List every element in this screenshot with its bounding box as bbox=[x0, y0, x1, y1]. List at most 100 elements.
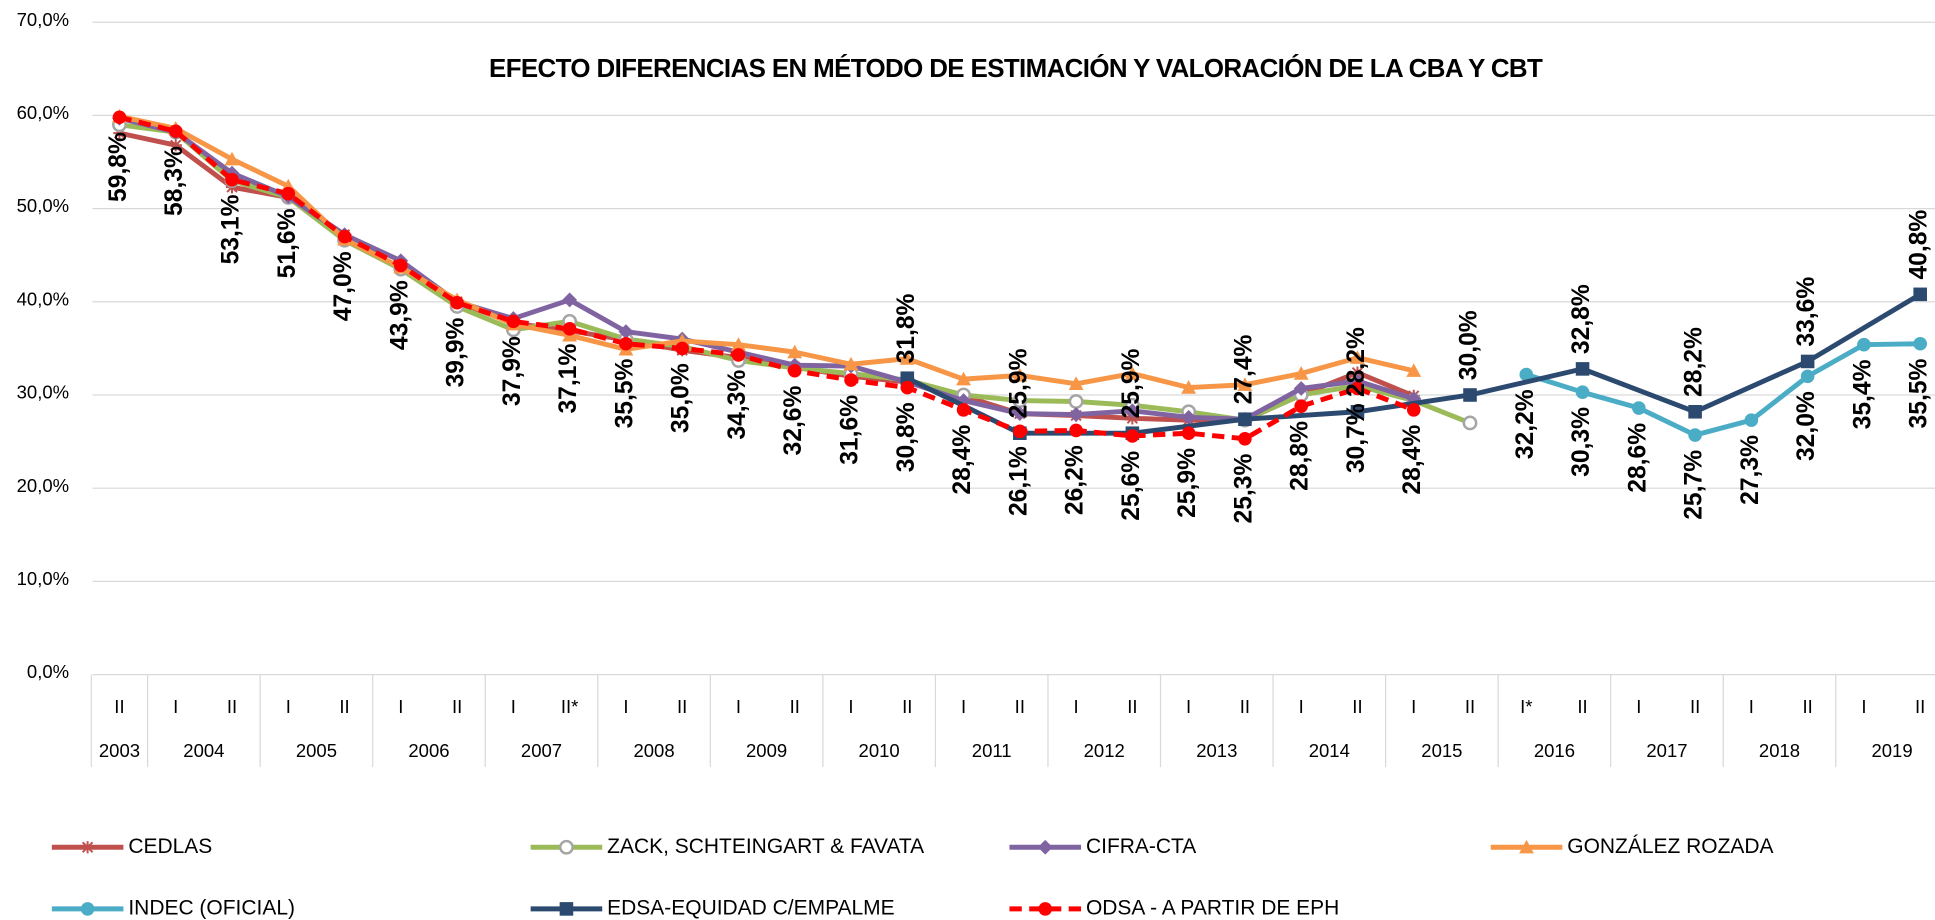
marker bbox=[169, 139, 182, 152]
data-label: 35,4% bbox=[1849, 359, 1876, 429]
marker bbox=[956, 371, 971, 386]
data-label: 27,3% bbox=[1737, 435, 1764, 505]
series-line bbox=[118, 130, 1415, 423]
legend-label: ZACK, SCHTEINGART & FAVATA bbox=[607, 835, 924, 858]
marker bbox=[394, 258, 408, 273]
data-label: 25,9% bbox=[1174, 448, 1201, 518]
x-tick-label: I* bbox=[1520, 696, 1532, 717]
data-label: 25,9% bbox=[1005, 348, 1032, 418]
marker bbox=[562, 322, 577, 336]
marker bbox=[843, 356, 859, 371]
data-label: 28,8% bbox=[1287, 421, 1314, 491]
marker bbox=[1350, 381, 1365, 396]
marker bbox=[1237, 377, 1253, 391]
x-tick-label: II bbox=[1690, 696, 1700, 717]
data-label: 28,2% bbox=[1343, 327, 1370, 397]
y-tick-label: 40,0% bbox=[17, 288, 69, 309]
marker bbox=[1124, 403, 1140, 419]
legend-marker bbox=[1038, 902, 1053, 916]
marker bbox=[1068, 376, 1084, 390]
legend-label: CEDLAS bbox=[128, 835, 212, 858]
x-group-label: 2010 bbox=[859, 740, 900, 761]
data-label: 28,6% bbox=[1624, 423, 1651, 493]
marker bbox=[1857, 337, 1871, 352]
marker bbox=[1294, 399, 1308, 413]
legend: CEDLAS ZACK, SCHTEINGART & FAVATA CIFRA-CT… bbox=[51, 835, 1774, 919]
x-tick-label: I bbox=[1861, 696, 1866, 717]
data-label: 30,0% bbox=[1456, 310, 1483, 380]
data-label: 59,8% bbox=[105, 132, 132, 202]
marker bbox=[844, 373, 858, 387]
data-label: 30,8% bbox=[893, 402, 920, 472]
data-label: 31,6% bbox=[837, 395, 864, 465]
marker bbox=[1744, 413, 1759, 427]
data-label: 53,1% bbox=[218, 194, 245, 264]
legend-marker bbox=[559, 902, 574, 916]
x-tick-label: II bbox=[1803, 696, 1813, 717]
marker bbox=[1913, 336, 1927, 351]
legend-label: ODSA - A PARTIR DE EPH bbox=[1086, 896, 1339, 919]
legend-label: CIFRA-CTA bbox=[1086, 835, 1196, 858]
data-label: 26,2% bbox=[1062, 445, 1089, 515]
x-tick-label: II bbox=[114, 696, 124, 717]
series-line bbox=[118, 113, 1415, 391]
data-label: 30,7% bbox=[1343, 403, 1370, 473]
x-tick-label: I bbox=[961, 696, 966, 717]
x-group-label: 2018 bbox=[1759, 740, 1800, 761]
data-label: 35,5% bbox=[1906, 358, 1933, 428]
legend-label: EDSA-EQUIDAD C/EMPALME bbox=[607, 896, 895, 919]
x-group-label: 2013 bbox=[1196, 740, 1237, 761]
x-tick-label: I bbox=[1186, 696, 1191, 717]
data-label: 25,3% bbox=[1230, 454, 1257, 524]
data-label: 28,4% bbox=[949, 425, 976, 495]
marker bbox=[1406, 403, 1421, 417]
marker bbox=[1350, 404, 1365, 419]
marker bbox=[1012, 368, 1028, 382]
marker bbox=[337, 229, 352, 244]
marker bbox=[1688, 428, 1702, 442]
y-tick-label: 30,0% bbox=[17, 382, 69, 403]
series-lines bbox=[112, 108, 1927, 446]
x-group-label: 2014 bbox=[1309, 740, 1350, 761]
x-tick-label: I bbox=[623, 696, 628, 717]
marker bbox=[956, 403, 971, 417]
marker bbox=[899, 351, 915, 365]
marker bbox=[113, 126, 126, 140]
data-label: 33,6% bbox=[1793, 277, 1820, 347]
data-label: 35,0% bbox=[668, 363, 695, 433]
marker bbox=[1293, 381, 1309, 396]
x-group-label: 2019 bbox=[1871, 740, 1912, 761]
data-label: 30,3% bbox=[1568, 407, 1595, 477]
marker bbox=[1575, 362, 1590, 376]
marker bbox=[1462, 415, 1478, 431]
marker bbox=[619, 336, 633, 351]
x-group-label: 2007 bbox=[521, 740, 562, 761]
y-tick-label: 20,0% bbox=[17, 475, 69, 496]
marker bbox=[450, 295, 464, 310]
marker bbox=[1632, 401, 1646, 415]
x-tick-label: II bbox=[452, 696, 462, 717]
data-label: 25,6% bbox=[1118, 451, 1145, 521]
marker bbox=[1913, 287, 1927, 302]
marker bbox=[1068, 394, 1084, 409]
x-tick-label: II bbox=[790, 696, 800, 717]
marker bbox=[675, 341, 689, 356]
marker bbox=[1238, 412, 1252, 427]
legend-label: INDEC (OFICIAL) bbox=[128, 896, 295, 919]
x-group-label: 2004 bbox=[183, 740, 224, 761]
marker bbox=[900, 371, 915, 385]
legend-marker bbox=[559, 839, 574, 855]
data-label: 32,0% bbox=[1793, 391, 1820, 461]
marker bbox=[225, 172, 239, 187]
data-label: 28,2% bbox=[1681, 327, 1708, 397]
data-label: 40,8% bbox=[1906, 210, 1933, 280]
x-group-label: 2003 bbox=[99, 740, 140, 761]
grid: 0,0% 10,0% 20,0% 30,0% 40,0% 50,0% 60,0% 70,0% bbox=[17, 9, 1935, 682]
marker bbox=[1181, 426, 1196, 440]
x-group-label: 2006 bbox=[408, 740, 449, 761]
marker bbox=[787, 344, 803, 359]
x-tick-label: I bbox=[1636, 696, 1641, 717]
legend-marker bbox=[80, 902, 95, 916]
x-group-label: 2009 bbox=[746, 740, 787, 761]
marker bbox=[1406, 363, 1422, 377]
